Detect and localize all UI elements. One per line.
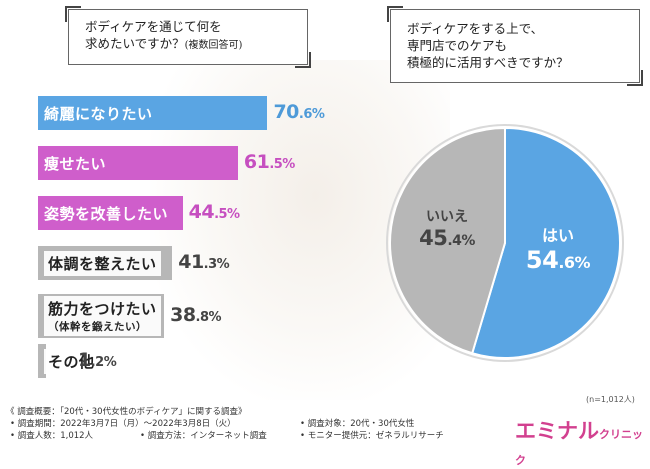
bar-label-main: 痩せたい (44, 154, 107, 173)
bar-value-int: 41 (178, 251, 204, 273)
pie-label-no-dec: .4% (447, 233, 475, 249)
bar-label-6: その他 (44, 348, 99, 374)
bar-4: 体調を整えたい (38, 246, 173, 280)
left-question-note: (複数回答可) (184, 40, 243, 51)
bar-value-2: 61.5% (244, 151, 295, 173)
corner-decoration (627, 70, 643, 86)
bar-1: 綺麗になりたい (38, 96, 268, 130)
bar-value-5: 38.8% (170, 304, 221, 326)
left-question-line1: ボディケアを通じて何を (85, 19, 222, 34)
bar-value-3: 44.5% (189, 201, 240, 223)
survey-period: • 調査期間：2022年3月7日（月）～2022年3月8日（火） (10, 419, 236, 429)
bar-label-sub: （体幹を鍛えたい） (48, 321, 147, 333)
bar-2: 痩せたい (38, 146, 238, 180)
bar-label-5: 筋力をつけたい （体幹を鍛えたい） (44, 296, 161, 336)
bar-value-4: 41.3% (178, 251, 229, 273)
bar-value-int: 1 (78, 349, 91, 371)
pie-label-no-int: 45 (419, 226, 448, 250)
bar-label-main: 綺麗になりたい (44, 104, 153, 123)
clinic-logo: エミナルクリニック (515, 415, 650, 469)
survey-method: • 調査方法：インターネット調査 (140, 431, 267, 441)
bar-label-2: 痩せたい (44, 153, 106, 174)
bar-value-1: 70.6% (273, 101, 324, 123)
bar-value-dec: .8% (195, 310, 222, 325)
bar-value-dec: .5% (269, 157, 295, 172)
bar-label-3: 姿勢を改善したい (44, 203, 168, 224)
bar-value-int: 44 (188, 201, 215, 223)
corner-decoration (65, 6, 81, 22)
pie-label-no: いいえ 45.4% (402, 206, 492, 250)
bar-label-4: 体調を整えたい (44, 250, 161, 276)
bar-value-dec: .6% (298, 107, 325, 122)
bar-value-dec: .2% (90, 355, 117, 370)
right-question-line3: 積極的に活用すべきですか？ (407, 55, 569, 70)
left-question-line2: 求めたいですか？ (85, 36, 185, 51)
bar-5: 筋力をつけたい （体幹を鍛えたい） (38, 294, 165, 338)
bar-label-main: 姿勢を改善したい (44, 204, 169, 223)
bar-value-int: 38 (170, 304, 196, 326)
survey-title: 《 調査概要：「20代・30代女性のボディケア」に関する調査》 (6, 407, 247, 417)
pie-chart: いいえ 45.4% はい 54.6% (380, 118, 630, 368)
survey-people: • 調査人数：1,012人 (10, 431, 94, 441)
pie-label-yes-dec: .6% (558, 253, 591, 272)
survey-target: • 調査対象：20代・30代女性 (300, 419, 415, 429)
pie-chart-svg (386, 124, 624, 362)
bar-value-6: 1.2% (78, 349, 117, 371)
right-question-box: ボディケアをする上で、 専門店でのケアも 積極的に活用すべきですか？ (387, 6, 643, 86)
sample-size-note: (n=1,012人) (586, 395, 635, 404)
corner-decoration (387, 6, 403, 22)
bar-label-main: 体調を整えたい (48, 254, 157, 273)
bar-6: その他 (38, 344, 99, 378)
pie-slice-yes (470, 126, 621, 359)
pie-label-yes-int: 54 (525, 246, 559, 274)
pie-slice-no (389, 126, 506, 355)
corner-decoration (295, 52, 311, 68)
pie-label-no-name: いいえ (426, 209, 468, 225)
pie-label-yes: はい 54.6% (508, 222, 608, 274)
left-question-box: ボディケアを通じて何を 求めたいですか？(複数回答可) (65, 6, 311, 68)
pie-outline (386, 124, 624, 362)
bar-3: 姿勢を改善したい (38, 196, 183, 230)
bar-label-main: 筋力をつけたい (48, 300, 157, 318)
bar-value-int: 70 (273, 101, 299, 123)
bar-label-main: その他 (48, 352, 95, 371)
bar-value-dec: .3% (203, 257, 230, 272)
pie-label-yes-name: はい (541, 226, 574, 245)
right-question-line2: 専門店でのケアも (407, 38, 508, 53)
right-question-line1: ボディケアをする上で、 (407, 21, 544, 36)
bar-value-dec: .5% (214, 207, 240, 222)
bar-label-1: 綺麗になりたい (44, 103, 153, 124)
clinic-logo-main: エミナル (515, 419, 599, 443)
survey-provider: • モニター提供元：ゼネラルリサーチ (300, 431, 444, 441)
bar-value-int: 61 (243, 151, 270, 173)
